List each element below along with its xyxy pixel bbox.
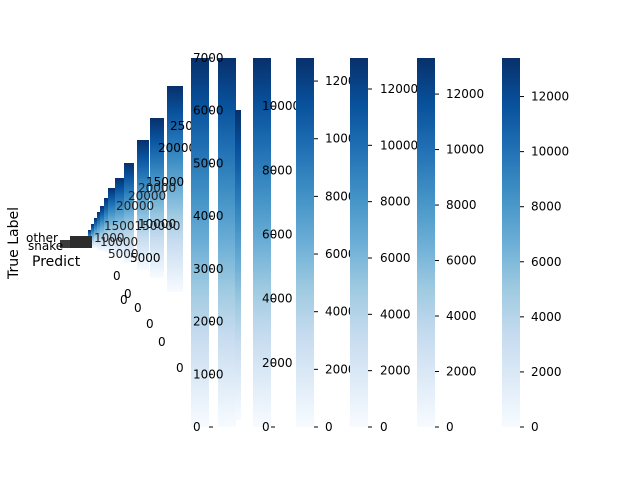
colorbar-tick-label: 6000 (531, 255, 562, 269)
colorbar-tick-label: 6000 (380, 251, 411, 265)
colorbar-tick-label: 5000 (193, 156, 224, 170)
small-colorbar (124, 163, 134, 263)
small-colorbar-tick: 20000 (158, 141, 196, 155)
row-label-snake: snake (28, 239, 63, 253)
large-colorbar (502, 58, 520, 427)
colorbar-tick-label: 4000 (531, 310, 562, 324)
large-colorbar (296, 58, 314, 427)
small-colorbar-tick: 0 (120, 293, 128, 307)
colorbar-tick-label: 12000 (380, 82, 418, 96)
small-colorbar-tick: 0 (134, 301, 142, 315)
colorbar-tick-label: 0 (531, 420, 539, 434)
small-colorbar-tick: 0 (124, 287, 132, 301)
small-colorbar (115, 178, 124, 258)
colorbar-tick-label: 0 (193, 420, 201, 434)
colorbar-tick-label: 2000 (531, 365, 562, 379)
colorbar-tick-label: 6000 (325, 247, 356, 261)
overlap-text: 1500150000 (104, 219, 180, 233)
small-colorbar-tick: 0 (146, 317, 154, 331)
colorbar-tick-label: 8000 (446, 198, 477, 212)
colorbar-tick-label: 8000 (325, 189, 356, 203)
matrix-cell (70, 236, 92, 248)
large-colorbar (191, 58, 209, 427)
small-colorbar (97, 212, 101, 250)
overlap-text: 10000 (100, 235, 138, 249)
x-axis-label: Predict (32, 254, 81, 270)
colorbar-tick-label: 10000 (531, 145, 569, 159)
overlap-text: 20000 (116, 199, 154, 213)
matrix-cell (60, 240, 70, 248)
colorbar-tick-label: 4000 (446, 309, 477, 323)
colorbar-tick-label: 2000 (446, 365, 477, 379)
overlapping-labels: other snake 1000 1500150000 10000 5000 2… (26, 181, 180, 261)
small-colorbar-tick: 0 (176, 361, 184, 375)
colorbar-tick-label: 0 (380, 420, 388, 434)
small-colorbar (150, 118, 164, 278)
large-colorbar (235, 110, 241, 420)
colorbar-tick-label: 4000 (193, 209, 224, 223)
large-colorbar (417, 58, 435, 427)
colorbar-tick-label: 2000 (325, 362, 356, 376)
large-colorbar (253, 58, 271, 427)
colorbar-tick-label: 12000 (531, 90, 569, 104)
colorbar-tick-label: 7000 (193, 51, 224, 65)
small-colorbar-tick: 15000 (146, 175, 184, 189)
colorbar-tick-label: 4000 (325, 305, 356, 319)
colorbar-tick-label: 4000 (380, 307, 411, 321)
colorbar-tick-label: 0 (446, 420, 454, 434)
colorbar-tick-label: 10000 (262, 99, 300, 113)
colorbar-tick-label: 2000 (262, 356, 293, 370)
small-colorbar (100, 206, 105, 251)
colorbar-tick-label: 6000 (262, 227, 293, 241)
small-colorbar-tick: 0 (158, 335, 166, 349)
overlap-text: 5000 (108, 247, 139, 261)
colorbar-tick-label: 10000 (380, 138, 418, 152)
small-colorbar-tick: 10000 (138, 217, 176, 231)
small-colorbar (167, 86, 183, 292)
overlap-text: 1000 (94, 231, 125, 245)
overlap-text: 20000 (138, 181, 176, 195)
colorbar-tick-label: 2000 (380, 364, 411, 378)
small-colorbar-tick: 5000 (130, 251, 161, 265)
colorbar-tick-label: 8000 (531, 200, 562, 214)
small-colorbar (108, 188, 115, 254)
colorbar-tick-label: 4000 (262, 292, 293, 306)
colorbar-tick-label: 12000 (446, 87, 484, 101)
y-axis-label: True Label (6, 207, 22, 280)
colorbar-tick-label: 0 (325, 420, 333, 434)
colorbar-tick-label: 0 (262, 420, 270, 434)
small-colorbar-tick: 0 (113, 269, 121, 283)
small-colorbar (137, 140, 149, 270)
colorbar-tick-label: 8000 (262, 163, 293, 177)
large-colorbars: 0 1000 2000 3000 4000 5000 6000 7000 0 2000 4000 60… (191, 51, 569, 434)
matrix-cells (60, 236, 92, 248)
colorbar-tick-label: 2000 (193, 315, 224, 329)
small-colorbar (94, 218, 98, 248)
small-colorbar (91, 224, 94, 248)
row-label-other: other (26, 231, 58, 245)
large-colorbar (350, 58, 368, 427)
colorbar-tick-label: 1000 (193, 367, 224, 381)
colorbar-tick-label: 8000 (380, 195, 411, 209)
colorbar-tick-label: 6000 (193, 104, 224, 118)
overlap-text: 20000 (128, 189, 166, 203)
colorbar-tick-label: 10000 (446, 143, 484, 157)
large-colorbar (218, 58, 236, 427)
colorbar-tick-label: 6000 (446, 254, 477, 268)
small-colorbar (104, 198, 110, 252)
colorbar-tick-label: 3000 (193, 262, 224, 276)
